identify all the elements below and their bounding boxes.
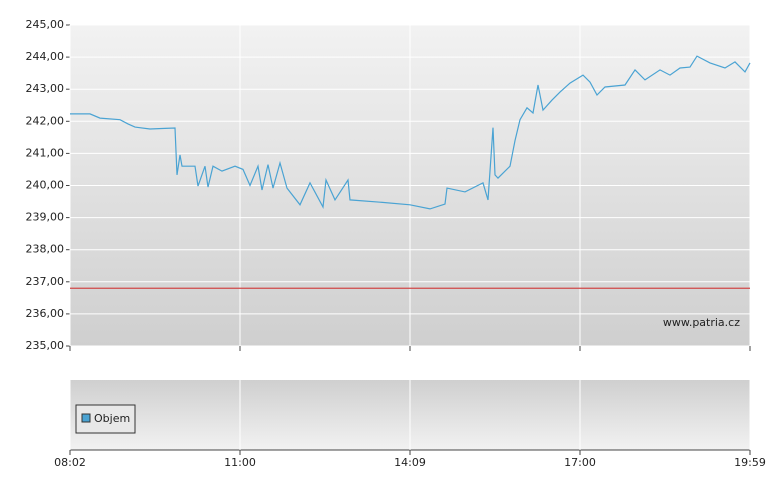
x-tick-label: 11:00 — [224, 456, 256, 469]
y-tick-label: 245,00 — [26, 18, 65, 31]
x-tick-label: 17:00 — [564, 456, 596, 469]
price-line — [70, 55, 751, 210]
x-tick-label: 19:59 — [734, 456, 766, 469]
x-tick-label: 14:09 — [394, 456, 426, 469]
y-tick-label: 238,00 — [26, 243, 65, 256]
y-tick-label: 242,00 — [26, 114, 65, 127]
x-tick-label: 08:02 — [54, 456, 86, 469]
y-tick-label: 235,00 — [26, 339, 65, 352]
y-tick-label: 237,00 — [26, 275, 65, 288]
y-tick-label: 240,00 — [26, 179, 65, 192]
legend-swatch — [81, 413, 91, 423]
legend-label: Objem — [94, 412, 130, 425]
y-tick-label: 241,00 — [26, 146, 65, 159]
watermark: www.patria.cz — [663, 316, 740, 329]
y-tick-label: 243,00 — [26, 82, 65, 95]
y-tick-label: 239,00 — [26, 211, 65, 224]
y-tick-label: 244,00 — [26, 50, 65, 63]
y-tick-label: 236,00 — [26, 307, 65, 320]
